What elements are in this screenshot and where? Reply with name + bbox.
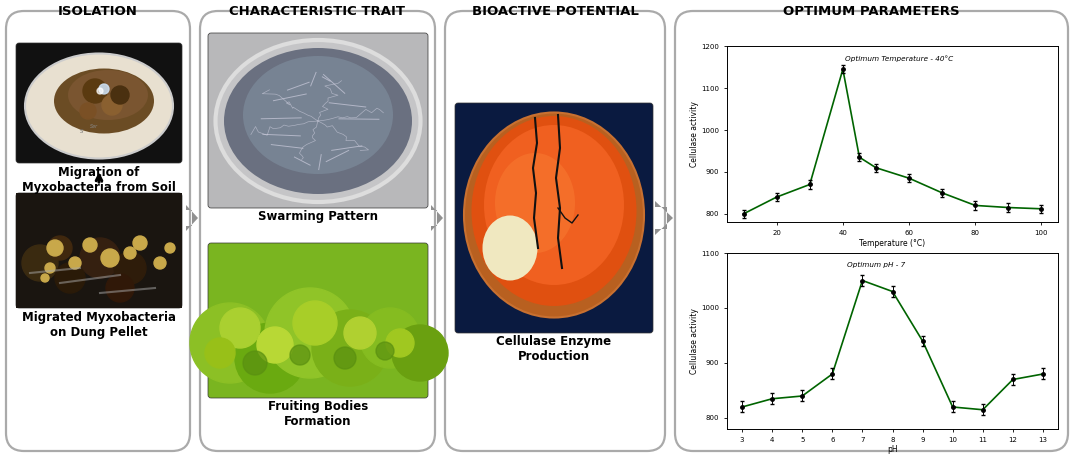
Ellipse shape <box>54 69 154 133</box>
Circle shape <box>293 301 336 345</box>
Circle shape <box>290 345 310 365</box>
Circle shape <box>114 252 146 284</box>
Circle shape <box>48 236 72 260</box>
Ellipse shape <box>472 116 636 306</box>
Circle shape <box>106 274 134 302</box>
Circle shape <box>257 327 293 363</box>
Text: Optimum Temperature - 40°C: Optimum Temperature - 40°C <box>845 55 954 62</box>
Ellipse shape <box>215 40 420 202</box>
FancyBboxPatch shape <box>207 243 428 398</box>
Circle shape <box>220 308 260 348</box>
Circle shape <box>124 247 137 259</box>
Bar <box>16 193 182 308</box>
Circle shape <box>235 323 305 393</box>
Text: Ser: Ser <box>90 124 98 129</box>
Circle shape <box>386 329 414 357</box>
Text: BIOACTIVE POTENTIAL: BIOACTIVE POTENTIAL <box>472 5 639 18</box>
Circle shape <box>22 245 58 281</box>
Circle shape <box>41 274 49 282</box>
Text: Cellulase Enzyme
Production: Cellulase Enzyme Production <box>497 335 612 363</box>
Ellipse shape <box>224 48 412 194</box>
FancyBboxPatch shape <box>16 193 182 308</box>
Text: Migrated Myxobacteria
on Dung Pellet: Migrated Myxobacteria on Dung Pellet <box>22 311 176 339</box>
Text: Swarming Pattern: Swarming Pattern <box>258 210 378 223</box>
Ellipse shape <box>494 153 575 253</box>
FancyBboxPatch shape <box>6 11 190 451</box>
FancyBboxPatch shape <box>207 33 428 208</box>
Circle shape <box>45 263 55 273</box>
Ellipse shape <box>25 54 173 158</box>
Y-axis label: Cellulase activity: Cellulase activity <box>689 308 699 374</box>
Circle shape <box>55 263 85 293</box>
Circle shape <box>376 342 395 360</box>
Circle shape <box>99 84 109 94</box>
Circle shape <box>164 243 175 253</box>
X-axis label: Temperature (°C): Temperature (°C) <box>859 238 926 248</box>
Text: S: S <box>80 129 84 134</box>
Circle shape <box>83 79 108 103</box>
Text: CHARACTERISTIC TRAIT: CHARACTERISTIC TRAIT <box>229 5 405 18</box>
Text: Fruiting Bodies
Formation: Fruiting Bodies Formation <box>268 400 368 428</box>
Ellipse shape <box>484 125 624 285</box>
Circle shape <box>97 88 103 94</box>
Text: OPTIMUM PARAMETERS: OPTIMUM PARAMETERS <box>783 5 959 18</box>
Circle shape <box>266 288 355 378</box>
Y-axis label: Cellulase activity: Cellulase activity <box>689 101 699 167</box>
Polygon shape <box>655 201 673 235</box>
Text: Optimum pH - 7: Optimum pH - 7 <box>847 262 905 268</box>
Ellipse shape <box>483 215 538 281</box>
X-axis label: pH: pH <box>887 445 898 454</box>
Ellipse shape <box>243 56 393 174</box>
Text: ISOLATION: ISOLATION <box>58 5 138 18</box>
Circle shape <box>312 310 388 386</box>
Circle shape <box>360 308 420 368</box>
FancyBboxPatch shape <box>455 103 653 333</box>
Circle shape <box>80 103 96 119</box>
Text: Migration of
Myxobacteria from Soil: Migration of Myxobacteria from Soil <box>23 166 176 194</box>
Polygon shape <box>431 205 443 231</box>
Circle shape <box>133 236 147 250</box>
FancyBboxPatch shape <box>16 43 182 163</box>
Circle shape <box>334 347 356 369</box>
Circle shape <box>111 86 129 104</box>
FancyBboxPatch shape <box>200 11 435 451</box>
Circle shape <box>47 240 63 256</box>
Circle shape <box>205 338 235 368</box>
Ellipse shape <box>464 113 644 318</box>
Polygon shape <box>186 205 198 231</box>
Circle shape <box>243 351 267 375</box>
Ellipse shape <box>68 70 148 120</box>
Circle shape <box>392 325 448 381</box>
Circle shape <box>344 317 376 349</box>
Circle shape <box>102 95 121 115</box>
Circle shape <box>190 303 270 383</box>
Circle shape <box>80 238 120 278</box>
FancyBboxPatch shape <box>445 11 665 451</box>
Circle shape <box>69 257 81 269</box>
Circle shape <box>83 238 97 252</box>
FancyBboxPatch shape <box>675 11 1067 451</box>
Circle shape <box>154 257 166 269</box>
Circle shape <box>101 249 119 267</box>
